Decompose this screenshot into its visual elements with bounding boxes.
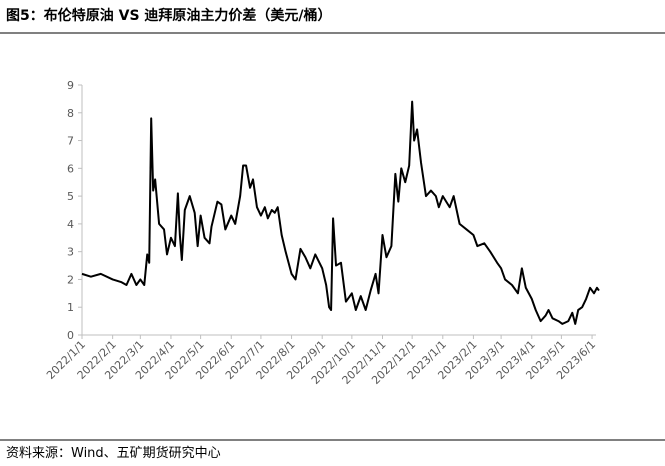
y-tick-label: 3 <box>67 246 74 259</box>
source-note: 资料来源：Wind、五矿期货研究中心 <box>6 445 221 461</box>
data-line <box>81 100 600 325</box>
y-tick-label: 6 <box>67 162 74 175</box>
y-tick-label: 0 <box>67 329 74 342</box>
y-tick-label: 2 <box>67 273 74 286</box>
y-tick-label: 1 <box>67 301 74 314</box>
y-tick-label: 9 <box>67 79 74 92</box>
chart-title: 图5：布伦特原油 VS 迪拜原油主力价差（美元/桶） <box>6 7 332 24</box>
y-tick-label: 4 <box>67 218 74 231</box>
y-tick-label: 7 <box>67 135 74 148</box>
y-tick-label: 8 <box>67 107 74 120</box>
y-tick-label: 5 <box>67 190 74 203</box>
